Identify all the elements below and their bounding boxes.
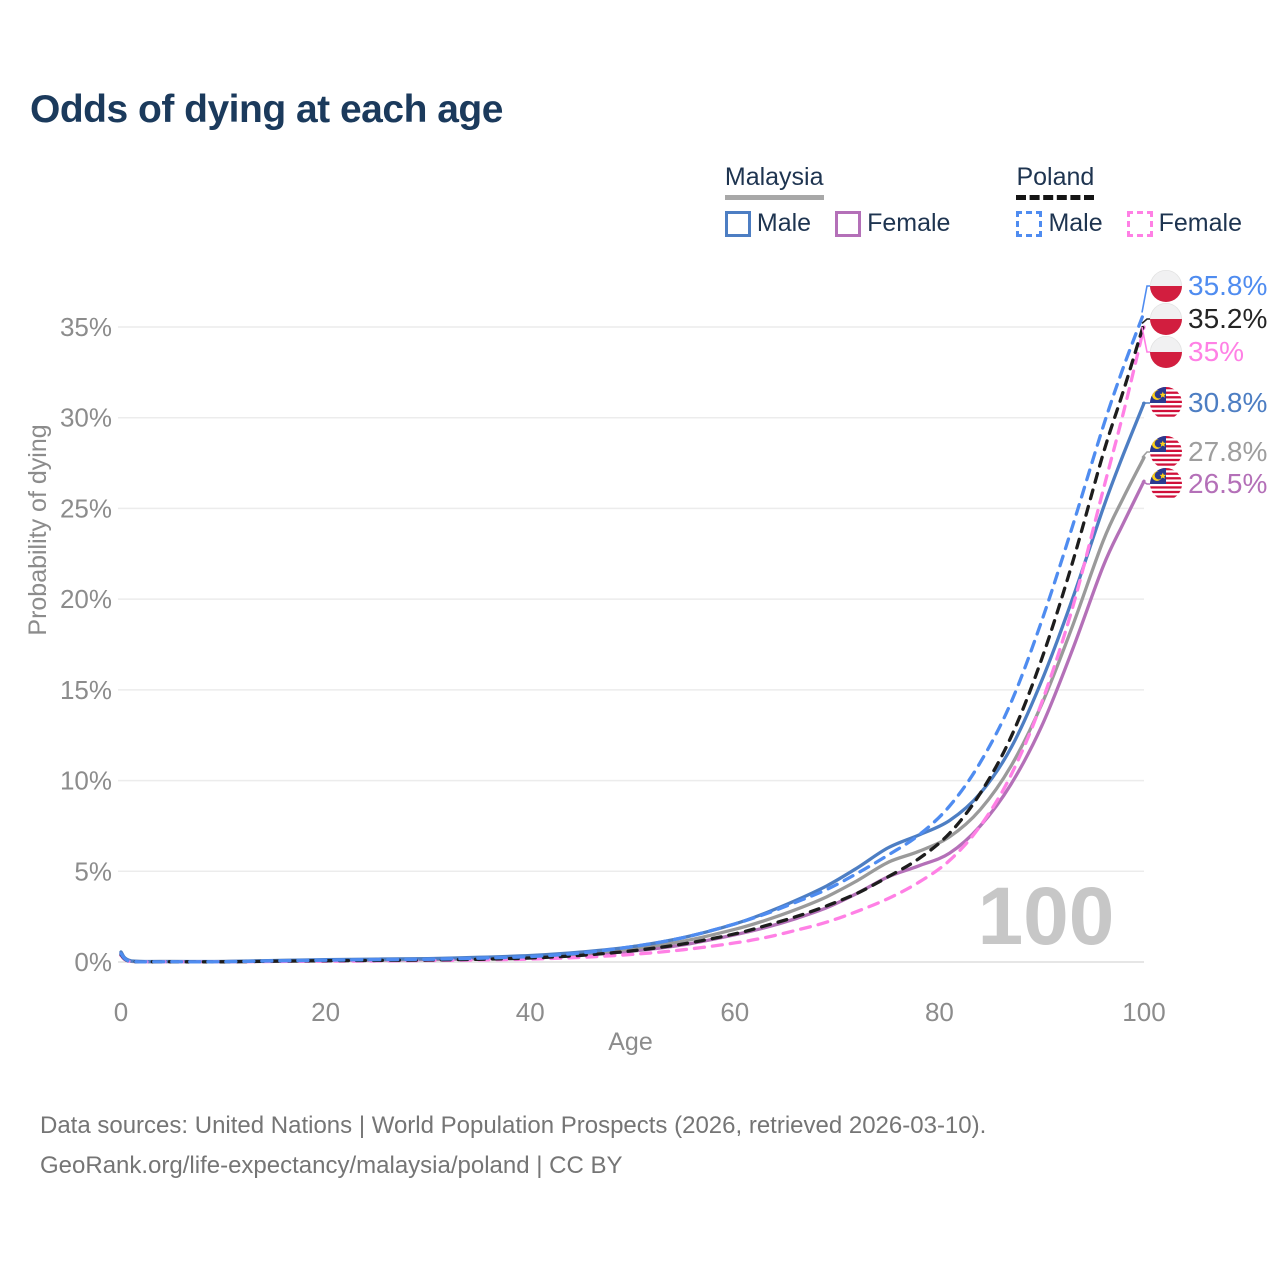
malaysia-flag-icon xyxy=(1150,436,1182,468)
legend: Malaysia Male Female Poland Male xyxy=(724,163,1242,238)
crescent-inner xyxy=(1154,390,1163,399)
malaysia-flag-body xyxy=(1150,468,1182,500)
legend-item-malaysia-female[interactable]: Female xyxy=(835,209,950,238)
star xyxy=(1159,472,1166,479)
legend-item-label: Female xyxy=(867,209,951,237)
poland-flag-icon xyxy=(1150,302,1183,335)
legend-swatch-malaysia-female-icon xyxy=(835,210,862,237)
stripe xyxy=(1150,405,1182,408)
x-tick-label: 0 xyxy=(114,997,128,1027)
poland-flag-red xyxy=(1150,352,1182,368)
crescent-inner xyxy=(1154,439,1163,448)
y-tick-label: 15% xyxy=(60,675,112,705)
end-value-label: 26.5% xyxy=(1188,468,1267,499)
end-value-label: 27.8% xyxy=(1188,436,1267,467)
x-tick-label: 40 xyxy=(516,997,545,1027)
x-tick-label: 20 xyxy=(311,997,340,1027)
stripe xyxy=(1150,409,1182,413)
legend-item-label: Female xyxy=(1158,209,1242,237)
poland-flag-red xyxy=(1150,319,1182,335)
legend-item-poland-male[interactable]: Male xyxy=(1016,209,1103,238)
x-tick-label: 60 xyxy=(720,997,749,1027)
legend-group-malaysia: Malaysia Male Female xyxy=(724,163,950,238)
series-line-poland-female xyxy=(119,325,1146,964)
y-tick-label: 25% xyxy=(60,493,112,523)
legend-item-malaysia-male[interactable]: Male xyxy=(724,209,812,238)
stripe xyxy=(1150,454,1182,457)
end-value-label: 35.2% xyxy=(1188,303,1267,334)
poland-flag-red xyxy=(1150,286,1182,302)
end-value-label: 35.8% xyxy=(1188,270,1267,301)
poland-flag-icon xyxy=(1150,335,1183,368)
x-tick-label: 80 xyxy=(925,997,954,1027)
malaysia-flag-body xyxy=(1150,436,1182,468)
y-tick-label: 30% xyxy=(60,403,112,433)
y-tick-label: 20% xyxy=(60,584,112,614)
legend-group-title-poland: Poland xyxy=(1016,163,1095,200)
malaysia-flag-body xyxy=(1150,387,1182,419)
legend-swatch-poland-female-icon xyxy=(1126,210,1153,237)
star xyxy=(1159,391,1166,398)
stripe xyxy=(1150,490,1182,494)
series-line-poland-male xyxy=(119,310,1146,964)
stripe xyxy=(1150,414,1182,417)
attribution-text: GeoRank.org/life-expectancy/malaysia/pol… xyxy=(40,1152,623,1179)
x-tick-label: 100 xyxy=(1122,997,1165,1027)
legend-group-poland: Poland Male Female xyxy=(1016,163,1242,238)
stripe xyxy=(1150,458,1182,462)
stripe xyxy=(1150,463,1182,466)
x-axis-title: Age xyxy=(608,1028,652,1056)
legend-item-poland-female[interactable]: Female xyxy=(1126,209,1242,238)
hover-age-watermark: 100 xyxy=(978,871,1115,962)
series-line-poland-both xyxy=(119,321,1146,964)
legend-item-label: Male xyxy=(1048,209,1103,237)
footer: Data sources: United Nations | World Pop… xyxy=(40,1106,986,1186)
end-label-leader xyxy=(1141,318,1150,325)
crescent-inner xyxy=(1154,471,1163,480)
poland-flag-icon xyxy=(1150,269,1183,302)
stripe xyxy=(1150,495,1182,498)
end-label-leader xyxy=(1141,451,1150,459)
end-label-leader xyxy=(1141,480,1150,485)
y-axis-title: Probability of dying xyxy=(24,424,52,635)
y-tick-label: 0% xyxy=(74,947,112,977)
malaysia-flag-icon xyxy=(1150,387,1182,419)
y-tick-label: 35% xyxy=(60,312,112,342)
end-label-leader xyxy=(1141,285,1150,313)
legend-item-label: Male xyxy=(756,209,812,237)
legend-swatch-poland-male-icon xyxy=(1016,210,1043,237)
end-value-label: 35% xyxy=(1188,336,1244,367)
legend-group-title-malaysia: Malaysia xyxy=(724,163,824,200)
malaysia-flag-icon xyxy=(1150,468,1182,500)
legend-swatch-malaysia-male-icon xyxy=(724,210,751,237)
stripe xyxy=(1150,486,1182,489)
end-value-label: 30.8% xyxy=(1188,387,1267,418)
chart-title: Odds of dying at each age xyxy=(30,88,503,131)
y-tick-label: 10% xyxy=(60,766,112,796)
end-label-leader xyxy=(1141,326,1150,353)
y-tick-label: 5% xyxy=(74,856,112,886)
star xyxy=(1159,440,1166,447)
data-sources-text: Data sources: United Nations | World Pop… xyxy=(40,1112,987,1139)
